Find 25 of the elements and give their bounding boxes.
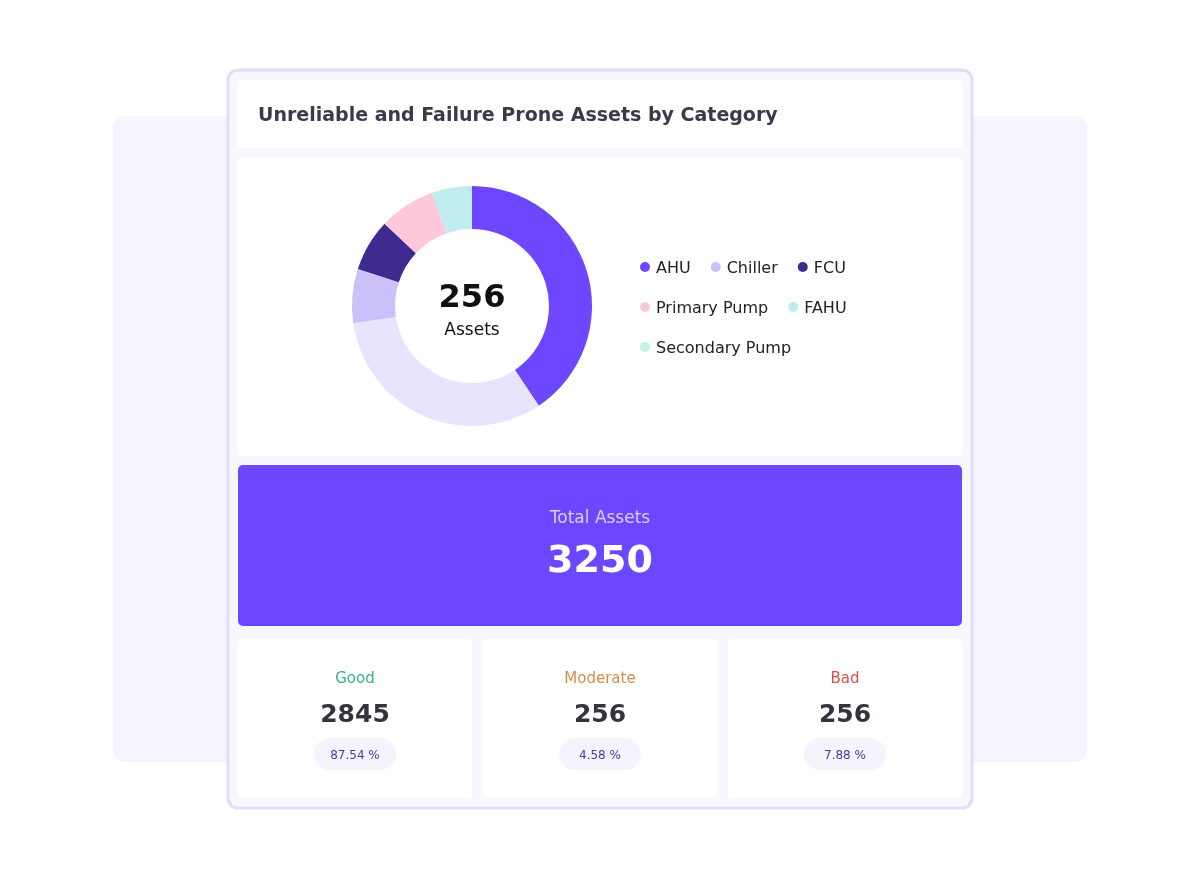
legend-label: FAHU [804, 298, 847, 317]
donut-slice [432, 186, 472, 234]
text: 3250 [547, 537, 653, 581]
legend-label: AHU [656, 258, 691, 277]
text: 256 [438, 277, 506, 315]
legend-label: Chiller [726, 258, 779, 277]
text: 2845 [320, 699, 390, 728]
chart-title: Unreliable and Failure Prone Assets by Category [258, 103, 779, 125]
text: Assets [444, 319, 500, 339]
text: Total Assets [548, 507, 651, 527]
legend-label: Primary Pump [656, 298, 769, 317]
donut-slice [384, 192, 447, 254]
text: 87.54 % [330, 748, 380, 762]
text: 4.58 % [579, 748, 621, 762]
donut-slice [353, 317, 539, 426]
text: Good [335, 669, 375, 687]
text: 256 [818, 699, 872, 728]
donut-slice [352, 268, 399, 324]
legend-label: Secondary Pump [656, 338, 792, 357]
text: Moderate [564, 669, 636, 687]
legend-label: FCU [813, 258, 846, 277]
donut-slice [357, 223, 416, 283]
text: 7.88 % [824, 748, 866, 762]
text: Bad [830, 669, 860, 687]
text: 256 [573, 699, 627, 728]
